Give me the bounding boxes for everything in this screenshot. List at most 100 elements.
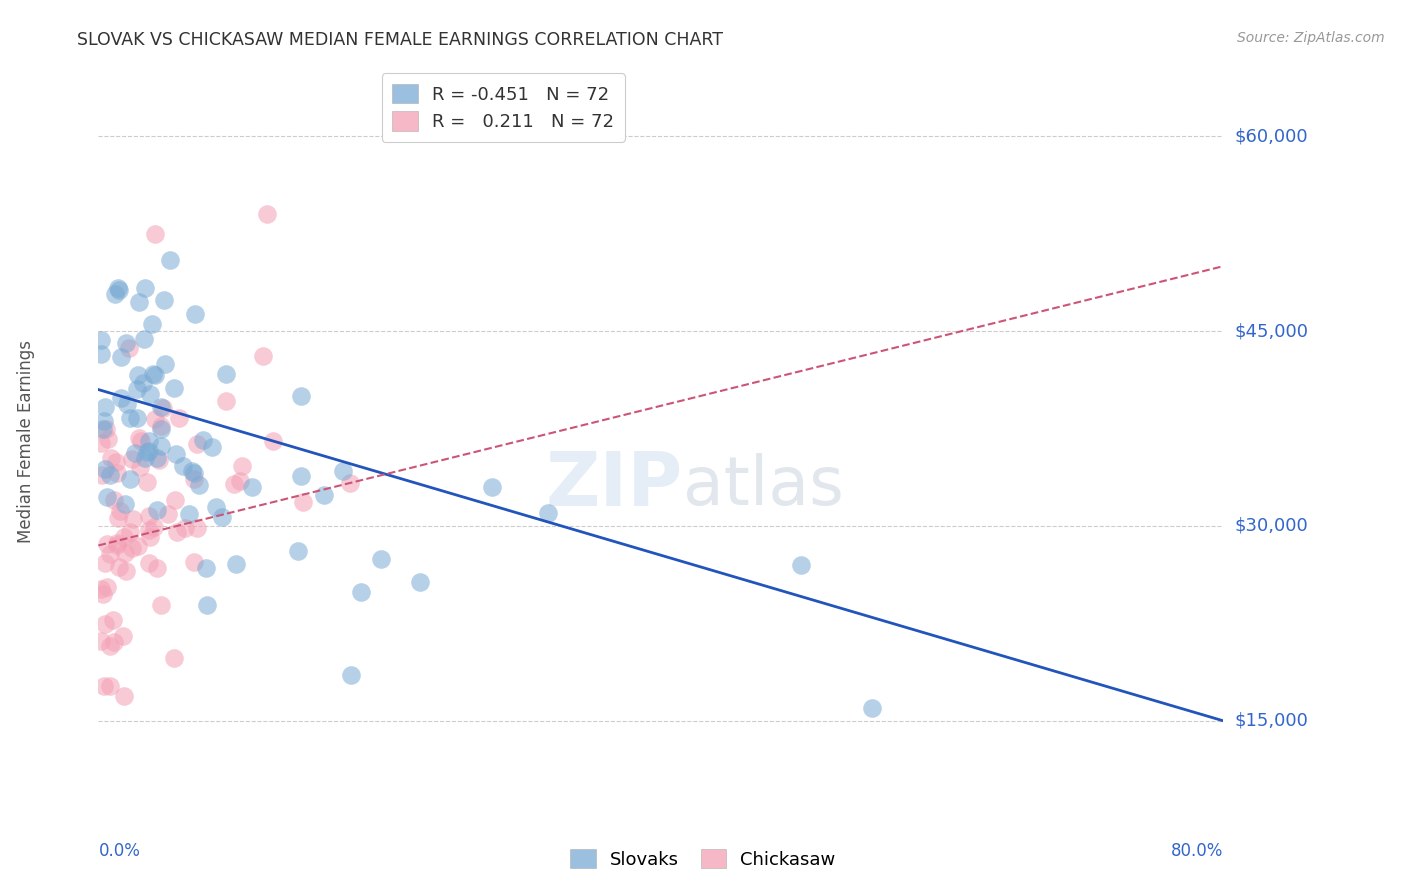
Point: [165, 493, 187, 508]
Point: [118, 341, 141, 355]
Point: [105, 538, 128, 552]
Point: [96, 490, 118, 504]
Point: [91, 586, 114, 600]
Point: [98, 547, 121, 561]
Point: [120, 411, 142, 425]
Point: [149, 401, 172, 415]
Point: [91, 422, 114, 436]
Point: [96, 580, 118, 594]
Point: [790, 558, 813, 572]
Point: [90, 436, 112, 450]
Point: [128, 431, 150, 445]
Point: [94, 400, 117, 414]
Text: $60,000: $60,000: [1234, 128, 1308, 145]
Point: [152, 401, 174, 416]
Point: [290, 468, 312, 483]
Point: [128, 459, 150, 474]
Legend: R = -0.451   N = 72, R =   0.211   N = 72: R = -0.451 N = 72, R = 0.211 N = 72: [381, 73, 626, 142]
Point: [112, 689, 135, 703]
Point: [136, 445, 159, 459]
Point: [127, 382, 149, 396]
Point: [91, 468, 114, 483]
Point: [90, 582, 112, 596]
Point: [143, 412, 166, 426]
Point: [194, 561, 217, 575]
Point: [121, 452, 143, 467]
Point: [159, 252, 181, 267]
Point: [166, 524, 188, 539]
Point: [121, 541, 143, 555]
Point: [94, 556, 117, 570]
Point: [183, 472, 205, 486]
Point: [143, 227, 166, 241]
Text: 0.0%: 0.0%: [98, 842, 141, 860]
Point: [105, 455, 128, 469]
Point: [114, 546, 136, 560]
Point: [228, 474, 250, 488]
Point: [138, 434, 160, 448]
Point: [107, 283, 129, 297]
Point: [409, 575, 432, 590]
Point: [138, 508, 160, 523]
Point: [180, 464, 202, 478]
Text: atlas: atlas: [683, 453, 844, 519]
Point: [240, 480, 263, 494]
Point: [114, 497, 136, 511]
Point: [107, 280, 129, 294]
Point: [225, 557, 247, 571]
Point: [114, 336, 136, 351]
Point: [138, 523, 160, 537]
Point: [224, 477, 246, 491]
Point: [195, 598, 218, 612]
Point: [165, 447, 187, 461]
Point: [103, 613, 125, 627]
Point: [183, 555, 205, 569]
Point: [134, 281, 156, 295]
Point: [112, 629, 135, 643]
Point: [155, 357, 177, 371]
Point: [141, 318, 163, 332]
Point: [143, 368, 166, 383]
Point: [186, 521, 208, 535]
Point: [314, 488, 336, 502]
Point: [127, 539, 149, 553]
Point: [93, 462, 115, 476]
Point: [127, 368, 149, 383]
Point: [96, 537, 118, 551]
Point: [128, 294, 150, 309]
Point: [252, 349, 274, 363]
Point: [187, 478, 209, 492]
Point: [191, 433, 214, 447]
Point: [211, 510, 233, 524]
Point: [138, 444, 160, 458]
Point: [167, 411, 190, 425]
Text: Median Female Earnings: Median Female Earnings: [17, 340, 35, 543]
Text: $15,000: $15,000: [1234, 712, 1308, 730]
Point: [103, 635, 125, 649]
Point: [139, 387, 162, 401]
Point: [152, 293, 174, 307]
Point: [115, 396, 138, 410]
Point: [172, 458, 194, 473]
Text: SLOVAK VS CHICKASAW MEDIAN FEMALE EARNINGS CORRELATION CHART: SLOVAK VS CHICKASAW MEDIAN FEMALE EARNIN…: [77, 31, 723, 49]
Point: [138, 556, 160, 570]
Legend: Slovaks, Chickasaw: Slovaks, Chickasaw: [562, 842, 844, 876]
Point: [350, 585, 373, 599]
Point: [370, 551, 392, 566]
Point: [332, 464, 354, 478]
Point: [143, 520, 166, 534]
Point: [481, 480, 503, 494]
Point: [107, 535, 129, 549]
Point: [537, 506, 560, 520]
Point: [112, 530, 135, 544]
Point: [150, 422, 173, 436]
Point: [104, 287, 127, 301]
Text: Source: ZipAtlas.com: Source: ZipAtlas.com: [1237, 31, 1385, 45]
Point: [132, 376, 155, 390]
Point: [186, 437, 208, 451]
Point: [214, 393, 236, 408]
Point: [157, 508, 180, 522]
Point: [105, 467, 128, 481]
Text: $45,000: $45,000: [1234, 322, 1309, 340]
Text: 80.0%: 80.0%: [1171, 842, 1223, 860]
